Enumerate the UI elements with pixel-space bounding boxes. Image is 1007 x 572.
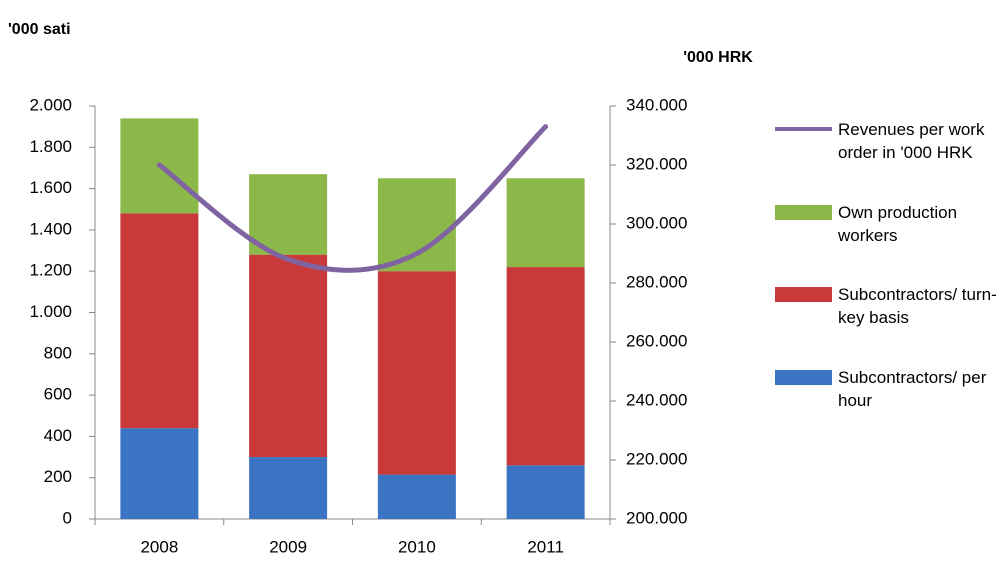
y-tick-label: 200 [44,467,72,486]
y2-tick-label: 340.000 [626,95,687,114]
y2-tick-label: 280.000 [626,272,687,291]
legend-label: Subcontractors/ per hour [838,368,987,410]
y-tick-label: 1.000 [29,302,72,321]
bar [506,178,585,268]
legend-swatch [775,287,832,302]
x-tick-label: 2009 [269,537,307,556]
bar [506,267,585,466]
line [156,124,549,273]
bar [120,428,199,519]
y-tick-label: 1.800 [29,137,72,156]
legend-swatch [775,205,832,220]
x-tick-label: 2008 [140,537,178,556]
y2-tick-label: 260.000 [626,331,687,350]
x-tick-label: 2011 [527,537,564,556]
bar [249,457,328,519]
y-tick-label: 1.600 [29,178,72,197]
y-tick-label: 2.000 [29,95,72,114]
y-tick-label: 600 [44,385,72,404]
y-tick-label: 1.400 [29,219,72,238]
legend-swatch [775,370,832,385]
bar [249,254,328,458]
bar [249,174,328,255]
y2-tick-label: 320.000 [626,154,687,173]
y-axis-title: '000 sati [8,21,71,38]
bar [377,271,456,475]
y2-tick-label: 200.000 [626,508,687,527]
x-tick-label: 2010 [398,537,436,556]
y2-tick-label: 220.000 [626,449,687,468]
bar [506,465,585,519]
y-tick-label: 800 [44,343,72,362]
legend-label: Subcontractors/ turn-key basis [838,285,997,327]
bar [120,213,199,429]
bar [377,474,456,519]
bar [377,178,456,272]
y2-axis-title: '000 HRK [683,49,753,66]
y2-tick-label: 240.000 [626,390,687,409]
y2-tick-label: 300.000 [626,213,687,232]
legend-label: Revenues per work order in '000 HRK [838,120,985,162]
y-tick-label: 1.200 [29,261,72,280]
y-tick-label: 0 [63,508,72,527]
legend-label: Own production workers [838,203,958,245]
y-tick-label: 400 [44,426,72,445]
